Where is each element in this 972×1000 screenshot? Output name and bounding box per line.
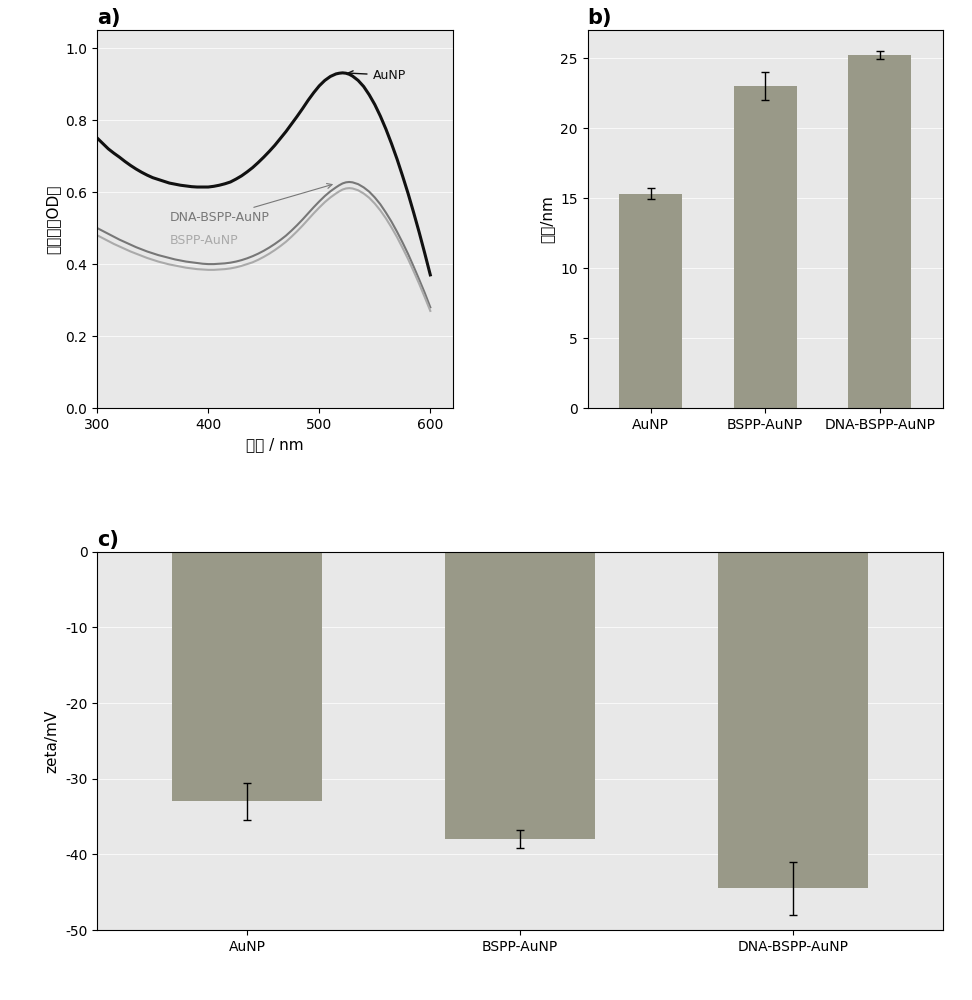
Bar <box>849 55 912 408</box>
Y-axis label: zeta/mV: zeta/mV <box>45 709 59 773</box>
Text: a): a) <box>97 8 121 28</box>
Text: b): b) <box>587 8 612 28</box>
Bar <box>445 552 595 839</box>
Text: BSPP-AuNP: BSPP-AuNP <box>169 234 238 247</box>
X-axis label: 波长 / nm: 波长 / nm <box>246 437 303 452</box>
Bar <box>734 86 797 408</box>
Text: c): c) <box>97 530 120 550</box>
Bar <box>619 194 682 408</box>
Bar <box>172 552 323 801</box>
Text: DNA-BSPP-AuNP: DNA-BSPP-AuNP <box>169 184 332 224</box>
Text: AuNP: AuNP <box>348 69 406 82</box>
Y-axis label: 粒径/nm: 粒径/nm <box>539 195 555 243</box>
Y-axis label: 吸光度（OD）: 吸光度（OD） <box>45 184 60 254</box>
Bar <box>717 552 868 888</box>
